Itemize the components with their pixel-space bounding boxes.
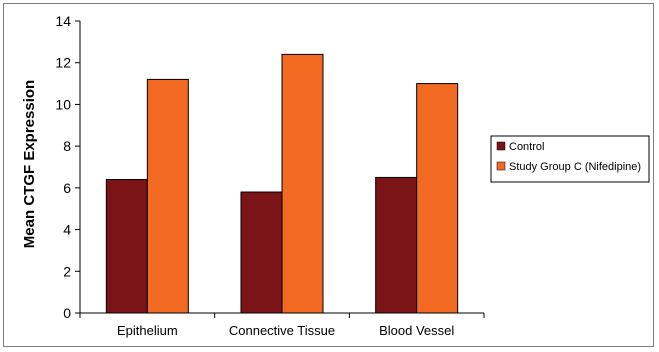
legend-box — [490, 135, 650, 183]
y-tick-label: 8 — [63, 138, 71, 154]
x-axis: Epithelium Connective Tissue Blood Vessel — [79, 312, 485, 338]
bar-control-0 — [105, 179, 148, 314]
bar-study-group-c-1 — [281, 53, 324, 314]
bars — [105, 53, 459, 314]
legend-swatch — [496, 141, 506, 151]
legend: Control Study Group C (Nifedipine) — [490, 135, 650, 183]
y-tick-label: 4 — [63, 222, 71, 238]
y-tick-label: 6 — [63, 180, 71, 196]
x-tick-label: Blood Vessel — [379, 323, 454, 338]
x-tick-label: Epithelium — [117, 323, 178, 338]
legend-swatch — [496, 161, 506, 171]
y-tick-label: 2 — [63, 263, 71, 279]
legend-label: Study Group C (Nifedipine) — [509, 161, 641, 173]
y-tick-label: 12 — [55, 55, 71, 71]
y-axis: 0 2 4 6 8 10 12 14 — [55, 13, 81, 321]
bar-study-group-c-2 — [416, 83, 459, 314]
y-tick-label: 14 — [55, 13, 71, 29]
y-tick-label: 0 — [63, 305, 71, 321]
y-axis-label: Mean CTGF Expression — [21, 80, 38, 248]
bar-control-2 — [375, 176, 418, 314]
x-tick-label: Connective Tissue — [229, 323, 335, 338]
legend-label: Control — [509, 141, 544, 153]
y-tick-label: 10 — [55, 96, 71, 112]
bar-study-group-c-0 — [146, 78, 189, 314]
bar-control-1 — [240, 191, 283, 314]
